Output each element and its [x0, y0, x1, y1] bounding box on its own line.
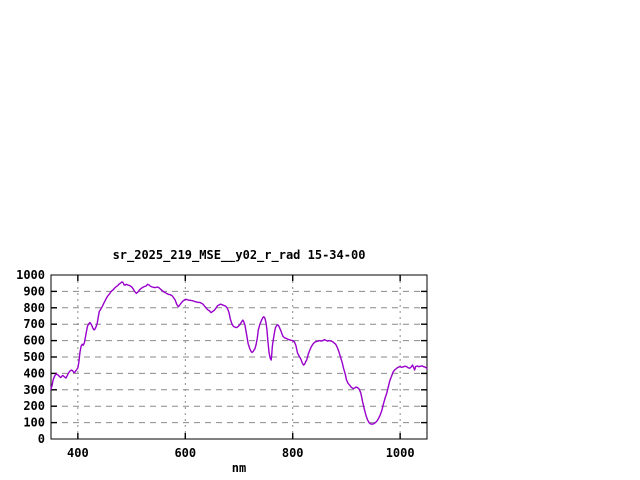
y-tick-label: 400	[23, 366, 45, 380]
y-tick-label: 200	[23, 399, 45, 413]
y-tick-label: 500	[23, 350, 45, 364]
x-axis-label: nm	[231, 461, 247, 475]
chart-title: sr_2025_219_MSE__y02_r_rad 15-34-00	[112, 248, 366, 262]
x-tick-label: 400	[67, 446, 89, 460]
radiance-curve	[50, 281, 428, 425]
x-tick-label: 800	[282, 446, 304, 460]
y-tick-label: 900	[23, 284, 45, 298]
x-tick-label: 1000	[386, 446, 415, 460]
y-tick-label: 700	[23, 317, 45, 331]
y-tick-label: 800	[23, 301, 45, 315]
y-tick-label: 300	[23, 383, 45, 397]
y-tick-label: 100	[23, 416, 45, 430]
x-tick-label: 600	[174, 446, 196, 460]
y-tick-label: 600	[23, 334, 45, 348]
y-tick-label: 1000	[16, 268, 45, 282]
y-tick-label: 0	[38, 432, 45, 446]
